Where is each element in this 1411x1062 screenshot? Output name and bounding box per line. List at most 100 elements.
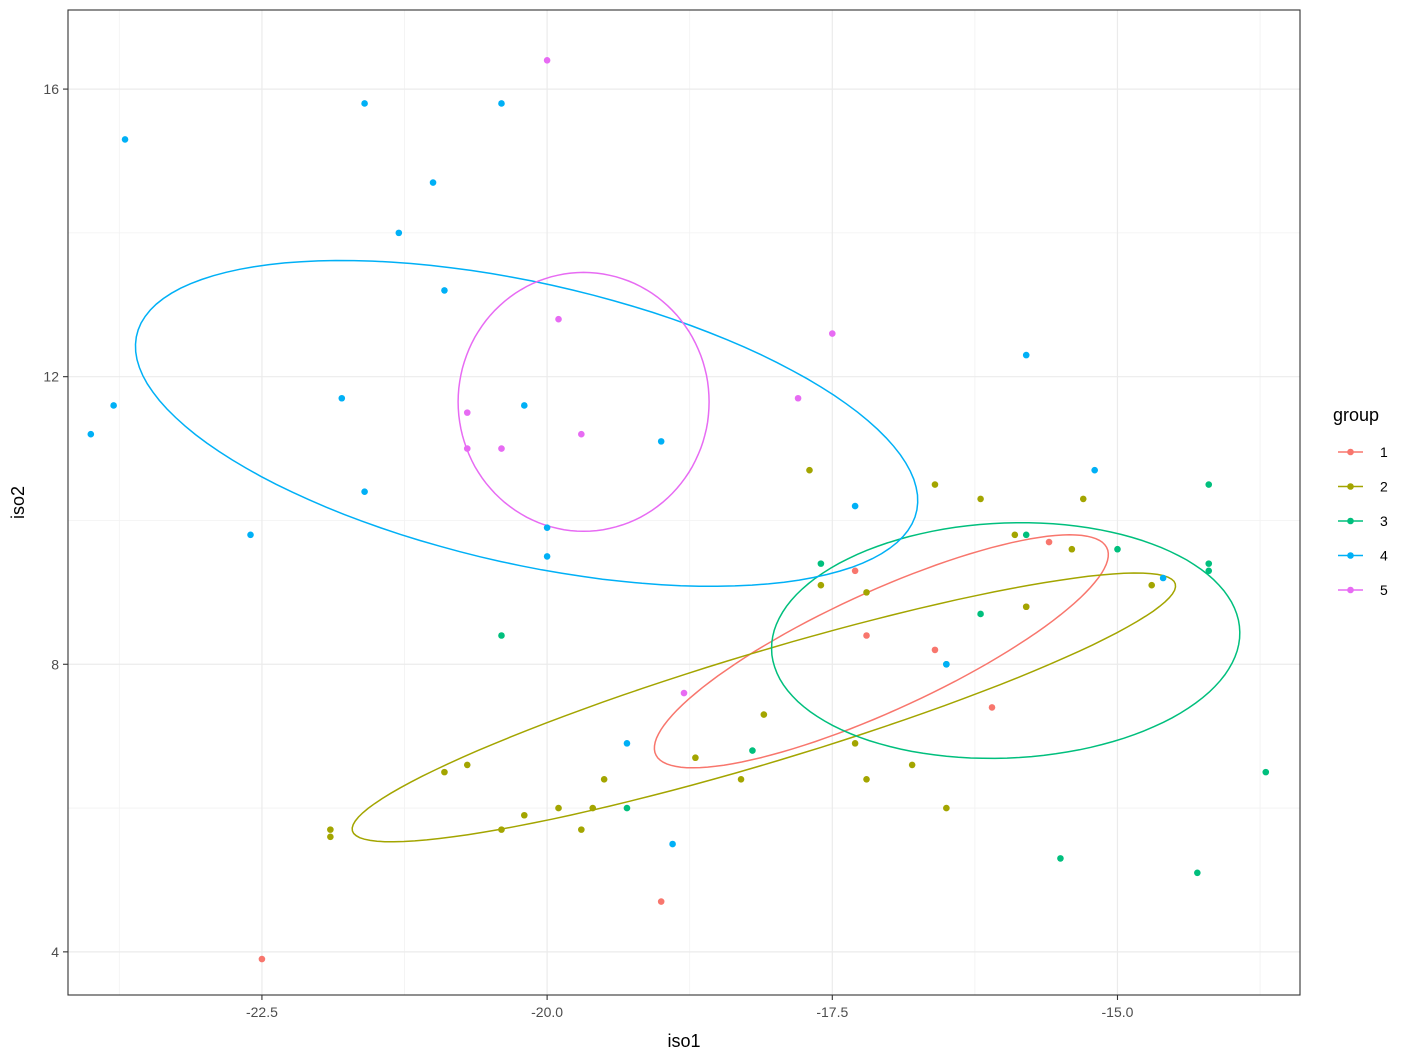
point-group-2 (760, 711, 768, 718)
point-group-4 (429, 179, 437, 186)
point-group-2 (498, 826, 505, 833)
point-group-2 (1011, 531, 1019, 539)
point-group-1 (851, 567, 859, 575)
point-group-2 (977, 495, 984, 503)
point-group-1 (931, 646, 939, 654)
point-group-2 (600, 776, 608, 783)
x-tick-label: -20.0 (531, 1004, 563, 1020)
ellipse-group-3 (770, 521, 1241, 760)
point-group-1 (863, 632, 870, 639)
y-axis: 4 8 12 16 (43, 81, 68, 960)
point-group-4 (87, 430, 95, 438)
point-group-4 (1159, 574, 1167, 582)
point-group-3 (1114, 545, 1121, 553)
point-group-2 (463, 761, 471, 769)
ellipse-group-4 (134, 259, 919, 588)
point-group-4 (543, 553, 551, 560)
point-group-2 (737, 776, 745, 783)
point-group-5 (680, 689, 688, 697)
y-tick-label: 4 (51, 944, 59, 960)
point-group-4 (121, 136, 129, 143)
x-tick-label: -15.0 (1102, 1004, 1134, 1020)
point-group-5 (498, 445, 505, 452)
ellipse-group-5 (457, 271, 710, 533)
point-group-3 (623, 804, 631, 812)
legend-label-2: 2 (1380, 479, 1388, 495)
point-group-2 (1079, 495, 1087, 503)
panel-border (67, 9, 1301, 996)
x-tick-label: -17.5 (816, 1004, 848, 1020)
legend-key-point-3 (1347, 517, 1354, 525)
data-points (87, 57, 1270, 963)
point-group-5 (555, 315, 562, 323)
point-group-2 (931, 481, 939, 488)
point-group-2 (863, 589, 870, 596)
point-group-4 (851, 502, 859, 510)
minor-gridlines (68, 10, 1300, 995)
legend: group 1 2 3 4 5 (1333, 405, 1388, 598)
point-group-3 (977, 610, 984, 618)
legend-label-5: 5 (1380, 582, 1388, 598)
point-group-2 (441, 768, 448, 776)
point-group-4 (361, 100, 368, 107)
point-group-1 (657, 898, 665, 905)
point-group-2 (1068, 545, 1076, 553)
point-group-2 (1022, 603, 1030, 611)
point-group-4 (543, 524, 551, 531)
point-group-2 (555, 804, 562, 812)
point-group-4 (943, 660, 950, 668)
legend-items: 1 2 3 4 5 (1338, 444, 1388, 598)
point-group-3 (817, 560, 825, 567)
legend-key-point-5 (1347, 586, 1354, 594)
point-group-3 (498, 632, 505, 639)
point-group-3 (749, 747, 756, 754)
point-group-4 (110, 402, 117, 409)
point-group-3 (1205, 567, 1213, 575)
point-group-2 (1148, 581, 1156, 589)
point-group-3 (1194, 869, 1201, 877)
point-group-2 (863, 776, 870, 783)
point-group-4 (520, 402, 528, 409)
legend-key-point-4 (1347, 552, 1354, 559)
x-tick-label: -22.5 (246, 1004, 278, 1020)
point-group-1 (258, 955, 266, 963)
point-group-5 (578, 430, 585, 438)
legend-label-3: 3 (1380, 513, 1388, 529)
legend-title: group (1333, 405, 1379, 425)
point-group-2 (327, 826, 334, 833)
point-group-1 (1045, 538, 1053, 546)
ellipse-group-2 (351, 572, 1177, 843)
point-group-5 (828, 330, 836, 337)
point-group-4 (1022, 351, 1030, 359)
point-group-2 (908, 761, 916, 769)
point-group-4 (669, 840, 676, 848)
point-group-4 (1091, 466, 1098, 474)
legend-key-point-1 (1347, 448, 1354, 456)
point-group-2 (692, 754, 699, 762)
major-gridlines (68, 10, 1300, 995)
point-group-4 (361, 488, 368, 496)
legend-key-point-2 (1347, 483, 1354, 490)
point-group-5 (463, 409, 471, 416)
point-group-3 (1262, 768, 1270, 776)
point-group-4 (657, 438, 665, 445)
point-group-4 (498, 100, 505, 107)
y-axis-title: iso2 (8, 486, 28, 519)
y-tick-label: 12 (43, 369, 59, 385)
point-group-1 (988, 704, 996, 711)
legend-label-1: 1 (1380, 444, 1388, 460)
point-group-2 (851, 740, 859, 747)
point-group-3 (1022, 531, 1030, 539)
point-group-5 (543, 57, 551, 64)
x-axis: -22.5 -20.0 -17.5 -15.0 (246, 995, 1134, 1020)
confidence-ellipses (134, 259, 1241, 843)
point-group-4 (441, 287, 448, 294)
legend-label-4: 4 (1380, 548, 1388, 564)
point-group-2 (943, 804, 950, 812)
ellipse-group-1 (653, 534, 1110, 769)
point-group-2 (327, 833, 334, 841)
y-tick-label: 8 (51, 656, 59, 672)
x-axis-title: iso1 (667, 1031, 700, 1051)
